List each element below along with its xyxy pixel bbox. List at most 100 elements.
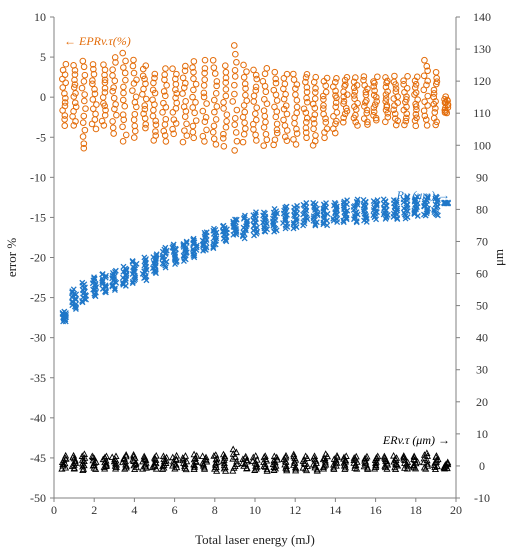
data-point [262,118,269,126]
x-tick-label: 12 [289,503,301,517]
data-point [89,96,97,103]
data-point [310,115,317,123]
data-point [101,76,109,84]
data-point [91,86,98,93]
data-point [280,74,288,82]
data-point [190,75,197,83]
data-point [112,59,119,66]
data-point [71,99,79,107]
data-point [432,121,439,129]
data-point [79,119,87,126]
data-point [361,103,368,110]
data-point [382,83,390,91]
data-point [442,93,449,100]
data-point [290,219,297,226]
data-point [241,119,248,127]
data-point [212,141,220,148]
data-point [273,453,281,461]
data-point [189,104,197,111]
data-point [99,271,106,277]
data-point [391,72,398,80]
data-point [261,70,269,78]
data-point [400,196,407,203]
data-point [62,60,70,68]
data-point [72,103,80,111]
data-point [280,116,287,124]
data-point [322,460,330,468]
y-left-tick-label: -10 [30,170,46,184]
data-point [190,134,198,142]
data-point [70,84,78,91]
data-point [293,81,301,88]
data-point [160,99,167,107]
data-point [321,134,328,142]
data-point [260,124,268,131]
x-tick-label: 18 [410,503,422,517]
data-point [312,89,319,96]
data-point [423,81,430,89]
data-point [231,66,239,74]
y-right-tick-label: 30 [476,363,488,377]
data-point [339,118,347,126]
data-point [183,120,190,128]
data-point [152,121,160,129]
data-point [221,62,229,69]
data-point [222,92,230,100]
data-point [360,115,368,122]
data-point [201,76,209,84]
data-point [109,66,116,74]
y-right-tick-label: 130 [473,42,491,56]
y-right-tick-label: 40 [476,331,488,345]
data-point [373,93,380,101]
data-point [360,73,368,80]
data-point [192,99,199,106]
data-point [340,93,348,101]
data-point [102,106,109,114]
data-point [112,267,119,274]
data-point [79,279,86,286]
data-point [390,106,397,114]
data-point [293,96,301,104]
data-point [340,98,348,105]
y-axis-right-label: μm [491,249,506,266]
data-point [343,107,351,115]
data-point [191,109,198,117]
data-point [129,62,137,70]
data-point [303,70,311,78]
data-point [282,462,290,469]
data-point [300,105,308,113]
data-point [141,105,149,113]
data-point [183,239,190,246]
data-point [293,109,301,117]
data-point [72,118,79,125]
data-point [382,95,390,102]
data-point [380,452,388,460]
data-point [302,452,310,460]
data-point [250,92,258,100]
data-point [333,451,341,459]
data-point [189,128,197,136]
data-point [162,65,169,72]
data-point [321,214,328,221]
data-point [121,102,129,110]
data-point [273,120,281,128]
data-point [272,79,280,87]
data-point [292,466,300,474]
data-point [113,111,120,119]
data-point [199,452,207,459]
x-tick-label: 2 [91,503,97,517]
data-point [131,465,139,472]
data-point [424,77,431,85]
data-point [162,115,170,123]
data-point [302,129,310,136]
data-point [131,122,139,130]
data-point [333,75,340,82]
data-point [133,76,140,84]
data-point [309,460,317,468]
data-point [101,453,109,461]
data-point [70,93,78,100]
data-point [59,84,67,91]
data-point [59,460,67,468]
data-point [432,68,440,76]
data-point [252,131,259,139]
